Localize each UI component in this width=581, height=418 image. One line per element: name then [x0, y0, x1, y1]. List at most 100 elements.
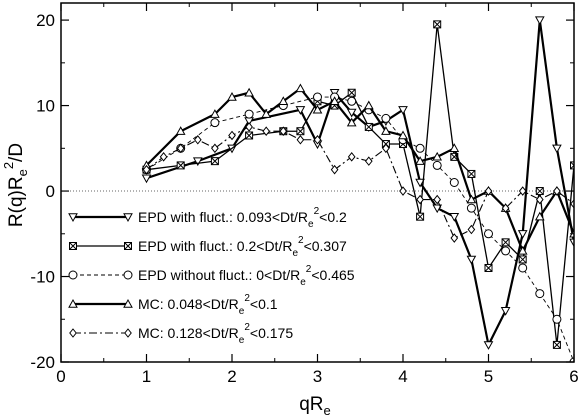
y-tick-label: 20: [36, 11, 55, 30]
data-point: [535, 194, 544, 205]
data-point: [517, 230, 528, 239]
legend-marker: [123, 270, 133, 280]
data-point: [398, 130, 408, 140]
data-point: [450, 233, 459, 243]
data-point: [483, 341, 494, 350]
legend-marker: [69, 328, 77, 338]
data-point: [552, 144, 562, 154]
data-point: [449, 178, 459, 187]
data-point: [192, 157, 203, 167]
y-tick-label: 10: [36, 97, 55, 116]
data-point: [176, 161, 185, 170]
data-point: [381, 126, 391, 135]
legend-marker: [68, 270, 78, 280]
data-point: [553, 186, 561, 196]
data-point: [330, 164, 339, 175]
legend-marker: [69, 242, 77, 250]
data-point: [295, 83, 306, 93]
data-point: [518, 255, 527, 264]
legend-entry-2: EPD with fluct.: 0.2<Dt/Re2<0.307: [69, 235, 347, 259]
data-point: [534, 16, 545, 26]
data-point: [570, 199, 574, 209]
data-point: [312, 104, 323, 114]
data-point: [501, 203, 510, 213]
x-tick-label: 0: [56, 367, 65, 386]
data-point: [433, 20, 442, 29]
data-point: [415, 178, 425, 188]
data-point: [364, 156, 373, 166]
data-point: [466, 194, 477, 204]
data-point: [432, 151, 443, 161]
x-tick-label: 4: [398, 367, 407, 386]
data-point: [552, 314, 562, 324]
data-point: [176, 143, 185, 154]
data-point: [484, 229, 493, 239]
data-point: [228, 130, 236, 141]
data-point: [295, 106, 306, 115]
data-point: [347, 152, 356, 162]
data-point: [416, 194, 424, 205]
y-axis-label: R(q)Re2/D: [1, 143, 30, 227]
series-line: [145, 87, 574, 252]
data-point: [262, 126, 271, 137]
data-point: [347, 88, 356, 97]
data-point: [363, 100, 374, 110]
data-point: [399, 186, 407, 196]
y-tick-label: 0: [46, 182, 55, 201]
data-point: [261, 109, 272, 118]
series-line: [146, 126, 574, 239]
data-point: [245, 122, 253, 132]
data-point: [570, 161, 574, 170]
legend-marker: [123, 213, 133, 223]
data-point: [159, 152, 168, 162]
x-tick-label: 5: [484, 367, 493, 386]
data-point: [245, 131, 254, 140]
data-point: [398, 106, 408, 115]
series-line: [146, 96, 574, 362]
data-point: [141, 174, 152, 184]
data-point: [193, 134, 202, 145]
x-tick-label: 6: [569, 367, 578, 386]
data-point: [467, 224, 476, 235]
data-point: [484, 186, 493, 196]
data-point: [432, 160, 442, 170]
x-axis-label: qRe: [299, 394, 331, 418]
data-point: [416, 212, 425, 221]
data-point: [210, 157, 219, 166]
data-point: [501, 238, 510, 247]
data-point: [381, 113, 391, 123]
x-tick-label: 2: [227, 367, 236, 386]
data-point: [484, 263, 493, 272]
legend-entry-1: EPD with fluct.: 0.093<Dt/Re2<0.2: [68, 206, 347, 230]
data-point: [329, 96, 340, 105]
data-point: [210, 109, 220, 118]
data-point: [449, 143, 460, 153]
data-point: [449, 212, 460, 222]
legend-marker: [68, 213, 78, 223]
data-point: [500, 307, 511, 316]
x-tick-label: 3: [313, 367, 322, 386]
data-point: [244, 109, 254, 119]
legend-label: MC: 0.128<Dt/Re2<0.175: [138, 322, 293, 346]
legend-entry-4: MC: 0.048<Dt/Re2<0.1: [68, 293, 278, 317]
legend-entry-3: EPD without fluct.: 0<Dt/Re2<0.465: [68, 264, 355, 288]
y-tick-label: -20: [30, 353, 55, 372]
data-point: [279, 126, 288, 137]
data-point: [569, 357, 574, 362]
data-point: [142, 164, 151, 175]
data-point: [244, 87, 254, 97]
legend-label: EPD without fluct.: 0<Dt/Re2<0.465: [138, 264, 355, 288]
data-point: [382, 143, 390, 154]
data-point: [433, 194, 442, 205]
legend-entry-5: MC: 0.128<Dt/Re2<0.175: [69, 322, 293, 346]
data-point: [535, 289, 545, 299]
legend-marker: [124, 328, 132, 338]
legend-marker: [123, 298, 133, 308]
series-layer: [141, 16, 574, 362]
legend-label: EPD with fluct.: 0.2<Dt/Re2<0.307: [138, 235, 347, 259]
data-point: [347, 96, 357, 106]
legend-label: MC: 0.048<Dt/Re2<0.1: [138, 293, 278, 317]
data-point: [569, 238, 574, 248]
data-point: [535, 187, 544, 196]
data-point: [364, 122, 373, 131]
